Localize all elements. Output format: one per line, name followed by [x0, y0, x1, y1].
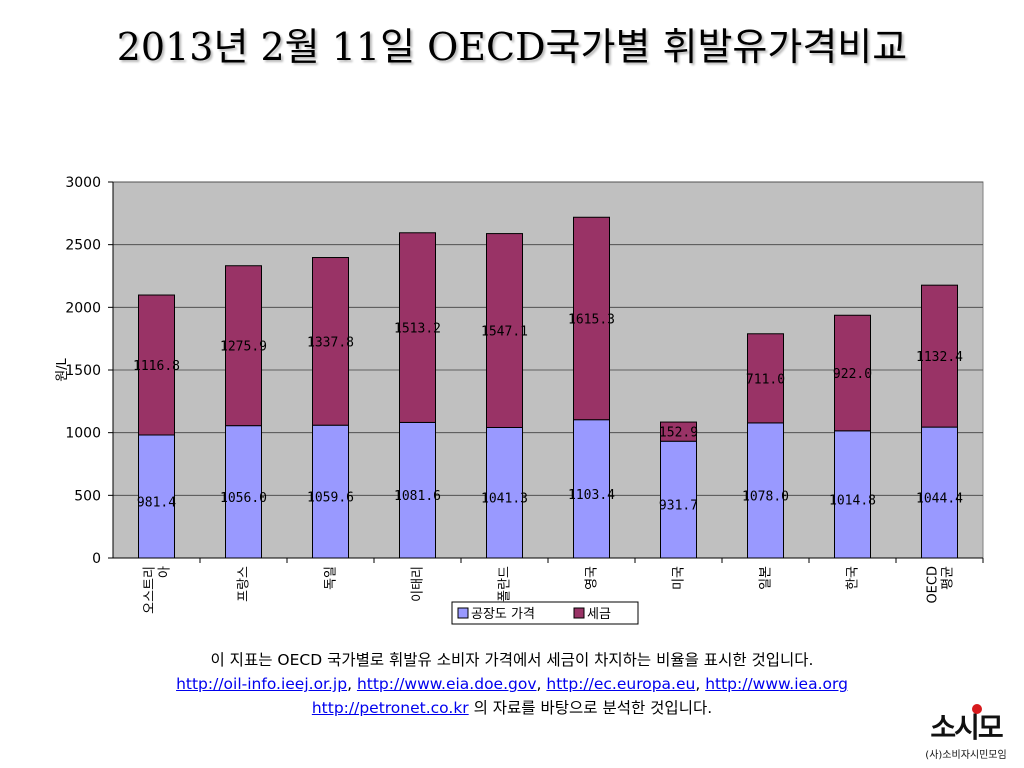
x-tick-label: 오스트리아 [143, 566, 173, 614]
bar-tax-4 [486, 233, 523, 428]
x-tick-label: 한국 [846, 566, 861, 590]
organization-logo: 소시모 (사)소비자시민모임 [914, 704, 1018, 766]
bar-tax-3 [399, 232, 436, 423]
bar-tax-5 [573, 216, 610, 421]
source-link-petronet[interactable]: http://petronet.co.kr [311, 699, 469, 717]
bar-factory-9 [921, 426, 958, 559]
bar-tax-1 [225, 265, 262, 427]
y-tick-label: 1000 [65, 426, 101, 442]
bar-factory-7 [747, 422, 784, 559]
x-tick-label: 프랑스 [237, 566, 252, 602]
x-tick-label: 독일 [324, 566, 339, 590]
y-tick-label: 0 [92, 551, 101, 567]
y-tick-label: 2500 [65, 238, 101, 254]
legend-label-factory: 공장도 가격 [471, 607, 535, 622]
data-label-tax: 922.0 [833, 367, 872, 382]
data-label-factory: 1078.0 [742, 489, 789, 504]
caption-description: 이 지표는 OECD 국가별로 휘발유 소비자 가격에서 세금이 차지하는 비율… [210, 651, 814, 669]
y-tick-label: 2000 [65, 300, 101, 316]
data-label-tax: 1615.3 [568, 312, 615, 327]
legend-swatch-factory [457, 607, 469, 619]
bar-factory-2 [312, 424, 349, 559]
bar-tax-7 [747, 333, 784, 424]
bar-tax-9 [921, 284, 958, 428]
bar-factory-5 [573, 419, 610, 559]
x-tick-label: 이태리 [411, 566, 426, 602]
bar-factory-3 [399, 421, 436, 559]
caption-footer: http://petronet.co.kr 의 자료를 바탕으로 분석한 것입니… [311, 699, 713, 717]
x-tick-label: 미국 [672, 566, 687, 590]
data-label-factory: 1041.3 [481, 492, 528, 507]
legend-label-tax: 세금 [587, 607, 611, 622]
data-label-factory: 1056.0 [220, 491, 267, 506]
data-label-tax: 1547.1 [481, 325, 528, 340]
y-tick-label: 1500 [65, 363, 101, 379]
data-label-tax: 1132.4 [916, 350, 963, 365]
bar-factory-6 [660, 440, 697, 559]
bar-tax-0 [138, 294, 175, 436]
data-label-tax: 1337.8 [307, 335, 354, 350]
data-label-tax: 1116.8 [133, 359, 180, 374]
logo-dot [972, 704, 982, 714]
data-label-tax: 711.0 [746, 372, 785, 387]
x-tick-label: 일본 [759, 566, 774, 590]
x-tick-label: OECD평균 [926, 566, 956, 604]
data-label-tax: 1513.2 [394, 322, 441, 337]
bar-tax-6 [660, 421, 697, 442]
source-link-europa[interactable]: http://ec.europa.eu [546, 675, 696, 693]
stacked-bar-chart: 0 500 1000 1500 2000 2500 3000 원/L 981.4 1116.8 오스… [55, 175, 984, 625]
data-label-factory: 1044.4 [916, 492, 963, 507]
data-label-factory: 931.7 [659, 499, 698, 514]
y-axis-label: 원/L [55, 357, 70, 381]
legend-swatch-tax [573, 607, 585, 619]
x-tick-label: 영국 [585, 566, 600, 590]
caption: 이 지표는 OECD 국가별로 휘발유 소비자 가격에서 세금이 차지하는 비율… [40, 648, 984, 720]
y-tick-label: 500 [74, 488, 101, 504]
bar-tax-8 [834, 314, 871, 432]
data-label-factory: 1059.6 [307, 491, 354, 506]
page-title: 2013년 2월 11일 OECD국가별 휘발유가격비교 [116, 25, 908, 69]
bar-factory-0 [138, 434, 175, 559]
data-label-tax: 1275.9 [220, 340, 267, 355]
legend-box [451, 601, 639, 625]
source-link-iea[interactable]: http://www.iea.org [705, 675, 848, 693]
data-label-factory: 1081.6 [394, 489, 441, 504]
data-label-factory: 1014.8 [829, 493, 876, 508]
y-tick-label: 3000 [65, 175, 101, 191]
bar-factory-4 [486, 426, 523, 559]
source-link-ieej[interactable]: http://oil-info.ieej.or.jp [176, 675, 348, 693]
data-label-tax: 152.9 [659, 426, 698, 441]
caption-sources: http://oil-info.ieej.or.jp, http://www.e… [176, 675, 848, 693]
bar-factory-1 [225, 425, 262, 559]
x-tick-label: 폴란드 [498, 566, 513, 602]
source-link-eia[interactable]: http://www.eia.doe.gov [356, 675, 537, 693]
data-label-factory: 1103.4 [568, 488, 615, 503]
data-label-factory: 981.4 [137, 495, 176, 510]
bar-tax-2 [312, 257, 349, 426]
